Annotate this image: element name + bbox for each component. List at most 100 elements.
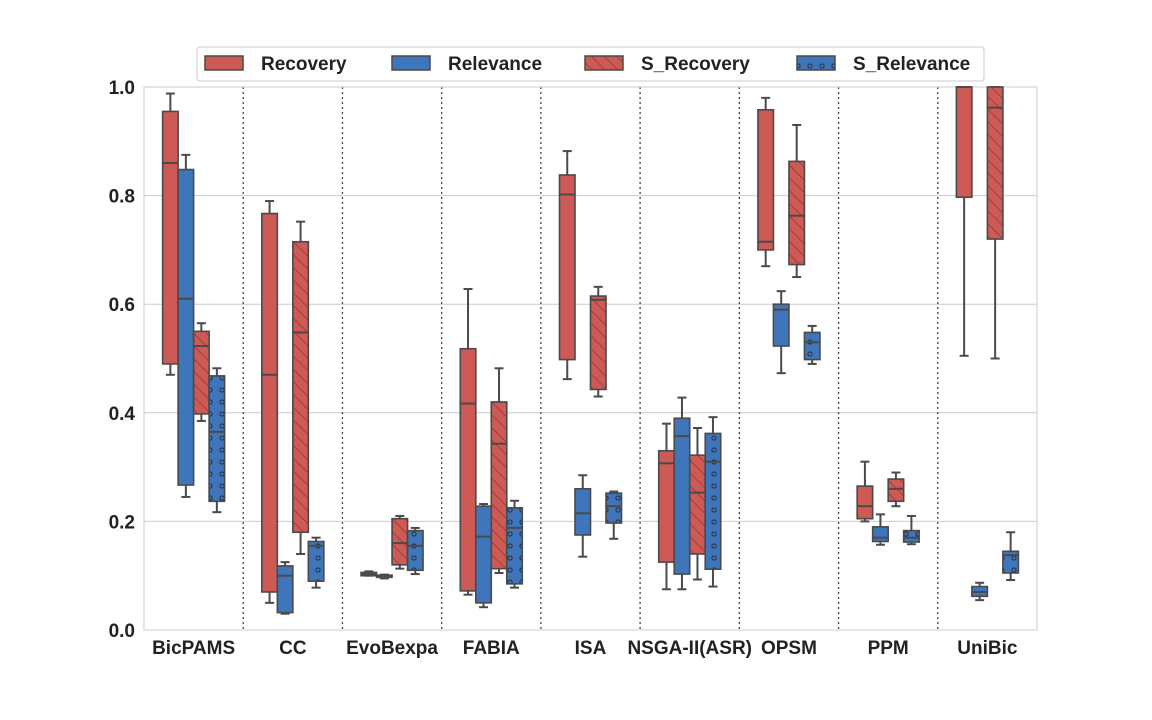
box-EvoBexpa-Recovery: [360, 570, 378, 577]
y-tick-label: 0.2: [109, 512, 135, 533]
x-tick-label: NSGA-II(ASR): [627, 638, 752, 659]
legend-item-S_Relevance: S_Relevance: [796, 54, 970, 75]
box-UniBic-Relevance: [971, 581, 989, 602]
y-tick-label: 0.4: [109, 404, 136, 425]
box-OPSM-S_Recovery: [788, 124, 806, 279]
box-OPSM-S_Relevance: [803, 324, 821, 365]
box-ISA-Relevance: [574, 474, 592, 558]
x-tick-label: UniBic: [957, 638, 1018, 659]
box-EvoBexpa-S_Relevance: [406, 526, 424, 576]
legend-item-S_Recovery: S_Recovery: [584, 54, 750, 75]
box-BicPAMS-S_Recovery: [192, 322, 210, 422]
x-tick-label: BicPAMS: [152, 638, 235, 659]
box-NSGA-II(ASR)-Recovery: [657, 422, 676, 591]
x-tick-label: CC: [279, 638, 307, 659]
x-tick-label: OPSM: [761, 638, 817, 659]
box-iqr: [505, 507, 524, 585]
box-ISA-S_Recovery: [589, 285, 607, 398]
box-FABIA-Relevance: [474, 503, 493, 609]
box-iqr: [574, 488, 592, 536]
legend-label: Relevance: [448, 54, 542, 75]
box-BicPAMS-S_Relevance: [208, 367, 226, 514]
y-tick-label: 0.6: [109, 295, 135, 316]
box-iqr: [208, 375, 226, 503]
box-OPSM-Recovery: [757, 96, 775, 268]
box-FABIA-S_Recovery: [490, 367, 508, 574]
box-iqr: [688, 454, 707, 555]
box-CC-Recovery: [261, 200, 279, 604]
box-UniBic-S_Relevance: [1002, 531, 1020, 582]
box-OPSM-Relevance: [772, 290, 790, 375]
box-PPM-Recovery: [856, 460, 874, 523]
box-PPM-S_Recovery: [887, 471, 905, 508]
y-tick-label: 0.8: [109, 187, 135, 208]
box-iqr: [788, 160, 806, 266]
box-iqr: [558, 174, 576, 361]
box-iqr: [605, 492, 623, 524]
box-NSGA-II(ASR)-Relevance: [673, 396, 691, 591]
box-iqr: [589, 295, 607, 391]
category-separators: [242, 87, 939, 630]
x-tick-label: FABIA: [463, 638, 520, 659]
box-iqr: [955, 86, 973, 199]
box-iqr: [406, 529, 424, 572]
y-tick-labels: 0.0 0.2 0.4 0.6 0.8 1.0: [109, 78, 136, 642]
box-UniBic-S_Recovery: [986, 86, 1004, 360]
x-tick-label: EvoBexpa: [346, 638, 438, 659]
box-EvoBexpa-S_Recovery: [391, 514, 409, 570]
box-BicPAMS-Relevance: [177, 153, 195, 498]
y-tick-label: 1.0: [109, 78, 135, 99]
box-iqr: [307, 540, 325, 582]
box-ISA-S_Relevance: [605, 490, 623, 540]
plot-frame: [143, 86, 1038, 631]
box-CC-Relevance: [276, 561, 294, 615]
legend-swatch: [584, 55, 624, 71]
box-iqr: [177, 168, 195, 486]
box-PPM-S_Relevance: [902, 514, 920, 546]
x-tick-label: PPM: [868, 638, 909, 659]
legend-label: S_Recovery: [641, 54, 750, 75]
box-PPM-Relevance: [871, 513, 889, 546]
box-BicPAMS-Recovery: [161, 92, 179, 376]
box-ISA-Recovery: [558, 150, 576, 381]
boxes: [161, 86, 1020, 615]
x-tick-label: ISA: [575, 638, 607, 659]
x-tick-labels: BicPAMS CC EvoBexpa FABIA ISA NSGA-II(ASR) OPS…: [152, 638, 1018, 659]
box-UniBic-Recovery: [955, 86, 973, 357]
box-iqr: [391, 517, 409, 566]
box-FABIA-S_Relevance: [505, 499, 524, 589]
legend-swatch: [796, 55, 836, 71]
box-iqr: [871, 526, 889, 543]
box-iqr: [803, 331, 821, 361]
box-NSGA-II(ASR)-S_Relevance: [704, 416, 722, 588]
legend-swatch: [204, 55, 244, 71]
box-CC-S_Relevance: [307, 536, 325, 589]
box-iqr: [161, 110, 179, 365]
box-iqr: [1002, 550, 1020, 574]
box-FABIA-Recovery: [459, 287, 477, 596]
legend-item-Recovery: Recovery: [204, 54, 347, 75]
box-iqr: [887, 478, 905, 503]
box-iqr: [474, 505, 493, 604]
legend: Recovery Relevance S_Recovery S_Relevance: [196, 46, 985, 82]
box-iqr: [902, 529, 920, 543]
box-iqr: [772, 303, 790, 347]
box-iqr: [986, 86, 1004, 240]
legend-item-Relevance: Relevance: [391, 54, 542, 75]
box-iqr: [490, 401, 508, 570]
box-iqr: [261, 212, 279, 593]
box-iqr: [657, 450, 676, 563]
box-iqr: [276, 565, 294, 614]
box-iqr: [192, 330, 210, 415]
box-iqr: [856, 485, 874, 520]
legend-label: S_Relevance: [853, 54, 970, 75]
legend-swatch: [391, 55, 431, 71]
box-iqr: [757, 109, 775, 251]
box-CC-S_Recovery: [292, 220, 310, 555]
legend-label: Recovery: [261, 54, 347, 75]
box-EvoBexpa-Relevance: [375, 573, 393, 580]
y-tick-label: 0.0: [109, 621, 135, 642]
box-iqr: [459, 347, 477, 592]
box-NSGA-II(ASR)-S_Recovery: [688, 427, 707, 581]
